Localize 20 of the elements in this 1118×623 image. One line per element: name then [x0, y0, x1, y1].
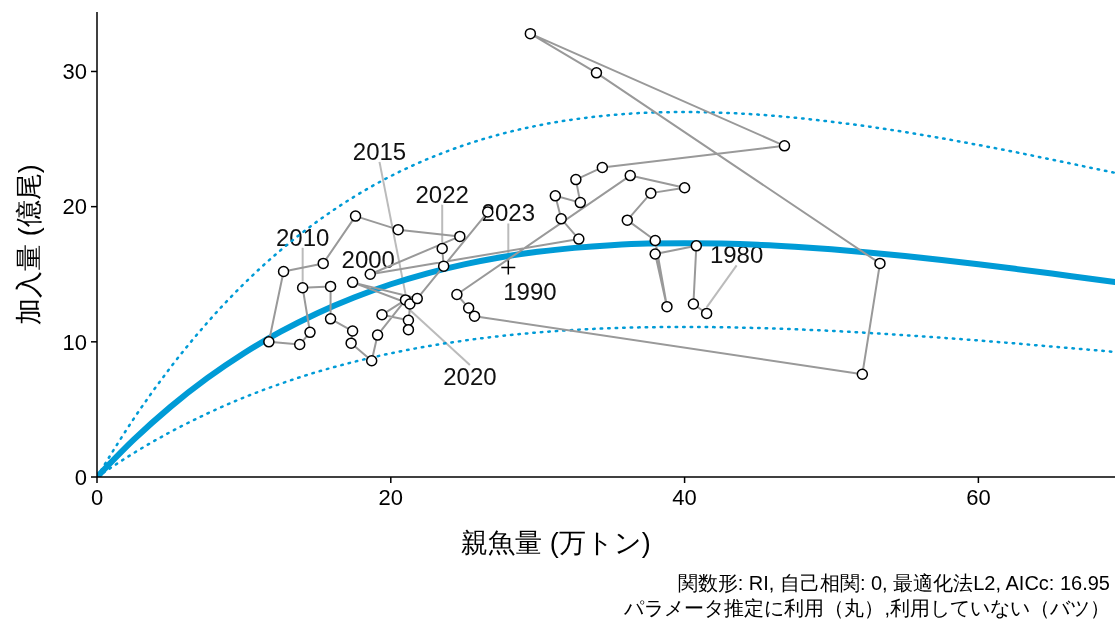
- annotation: 2000: [341, 246, 395, 274]
- annotation: 1990: [503, 277, 557, 305]
- x-axis-title: 親魚量 (万トン): [461, 528, 651, 558]
- x-tick-label: 60: [966, 485, 991, 510]
- y-tick-label: 0: [74, 464, 87, 490]
- text: 関数形: RI, 自己相関: 0, 最適化法L2, AICc: 16.95: [677, 572, 1110, 594]
- annotation: 2015: [352, 137, 407, 165]
- y-tick-label: 30: [62, 59, 87, 85]
- x-tick-label: 40: [672, 485, 697, 510]
- y-tick-label: 20: [62, 194, 87, 220]
- y-tick-label: 10: [62, 329, 87, 355]
- point: [500, 259, 517, 276]
- annotation: 2020: [443, 362, 497, 390]
- text: パラメータ推定に利用（丸）,利用していない（バツ）: [623, 597, 1110, 619]
- x-tick-label: 0: [90, 485, 104, 510]
- annotation: 2022: [415, 180, 469, 208]
- annotation: 1980: [709, 241, 764, 269]
- y-axis-title: 加入量 (億尾): [14, 164, 44, 325]
- annotation: 2010: [275, 223, 330, 251]
- x-tick-label: 20: [378, 485, 404, 510]
